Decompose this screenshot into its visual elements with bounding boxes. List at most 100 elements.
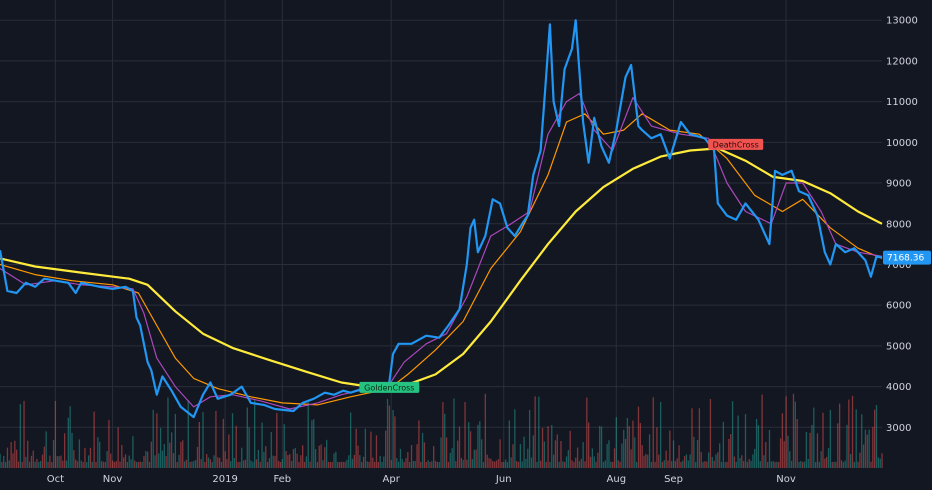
- volume-bar: [242, 460, 245, 468]
- volume-bar: [246, 407, 248, 468]
- volume-bar: [67, 417, 69, 468]
- volume-bar: [532, 435, 534, 468]
- volume-bar: [766, 462, 769, 468]
- volume-bar: [615, 417, 617, 468]
- volume-bar: [281, 459, 284, 468]
- volume-bar: [506, 461, 509, 468]
- volume-bar: [276, 412, 278, 468]
- volume-bar: [774, 461, 776, 468]
- volume-bar: [785, 396, 787, 468]
- volume-bar: [872, 426, 874, 468]
- y-tick-label: 4000: [886, 382, 911, 393]
- volume-bar: [54, 400, 57, 468]
- volume-bar: [43, 446, 45, 468]
- volume-bar: [237, 461, 239, 468]
- volume-bar: [300, 455, 302, 468]
- volume-bar: [217, 457, 219, 468]
- volume-bar: [678, 445, 680, 468]
- volume-bar: [204, 461, 206, 468]
- volume-bar: [385, 430, 387, 468]
- volume-bar: [401, 459, 403, 468]
- volume-bar: [200, 459, 202, 468]
- volume-bar: [0, 453, 1, 468]
- volume-bar: [460, 457, 462, 468]
- volume-bar: [132, 436, 134, 468]
- volume-bar: [436, 461, 439, 468]
- volume-bar: [475, 449, 477, 468]
- volume-bar: [397, 461, 400, 468]
- volume-bar: [826, 456, 828, 468]
- time-axis[interactable]: Oct Nov 2019 Feb Apr Jun Aug Sep Nov: [47, 474, 796, 485]
- volume-bar: [484, 393, 486, 468]
- volume-bar: [803, 461, 806, 468]
- volume-bar: [241, 447, 243, 468]
- volume-bar: [305, 456, 308, 468]
- volume-bar: [451, 448, 453, 468]
- volume-bar: [630, 449, 632, 468]
- last-price-tag: 7168.36: [883, 250, 931, 265]
- volume-bar: [855, 409, 857, 468]
- y-tick-label: 6000: [886, 301, 911, 312]
- volume-bar: [608, 440, 610, 468]
- volume-bar: [619, 461, 621, 468]
- volume-bar: [235, 425, 237, 468]
- volume-bar: [516, 460, 518, 468]
- volume-bar: [405, 458, 407, 468]
- volume-bar: [124, 454, 127, 468]
- volume-bar: [545, 461, 547, 468]
- volume-bar: [458, 426, 461, 468]
- volume-bar: [47, 461, 49, 468]
- volume-bar: [602, 461, 605, 468]
- volume-bar: [407, 452, 409, 468]
- volume-bar: [178, 454, 180, 468]
- volume-bar: [193, 461, 195, 468]
- volume-bar: [827, 448, 830, 468]
- volume-bar: [361, 461, 363, 468]
- volume-bar: [296, 453, 298, 468]
- volume-bar: [220, 461, 223, 468]
- volume-bar: [390, 460, 392, 468]
- volume-bar: [829, 409, 832, 468]
- volume-bar: [73, 450, 75, 468]
- volume-bar: [724, 461, 726, 468]
- price-axis[interactable]: 3000 4000 5000 6000 7000 8000 9000 10000 11000 12…: [886, 16, 918, 434]
- volume-bar: [796, 419, 798, 468]
- volume-bar: [530, 457, 533, 468]
- volume-bar: [182, 440, 184, 468]
- volume-bar: [128, 455, 130, 468]
- volume-bar: [464, 401, 466, 468]
- volume-bar: [853, 461, 856, 468]
- volume-bar: [816, 433, 819, 468]
- volume-bar: [479, 421, 481, 468]
- volume-bar: [844, 460, 846, 468]
- volume-bar: [632, 420, 634, 468]
- volume-bar: [154, 455, 156, 468]
- volume-bar: [802, 461, 804, 468]
- volume-bar: [69, 406, 71, 468]
- volume-bar: [298, 462, 300, 468]
- volume-bar: [471, 459, 474, 468]
- volume-bar: [6, 447, 9, 468]
- volume-bar: [252, 461, 254, 468]
- volume-bar: [482, 461, 485, 468]
- volume-bar: [591, 448, 594, 468]
- volume-bar: [672, 440, 675, 468]
- volume-bar: [634, 437, 636, 468]
- volume-bar: [874, 409, 876, 468]
- volume-bar: [100, 461, 103, 468]
- volume-bar: [174, 413, 176, 468]
- volume-bar: [444, 413, 446, 468]
- volume-bar: [362, 456, 365, 468]
- volume-bar: [381, 461, 383, 468]
- volume-bar: [167, 397, 169, 468]
- volume-bar: [778, 461, 780, 468]
- volume-bar: [250, 460, 252, 468]
- volume-bar: [279, 461, 282, 468]
- volume-bar: [641, 445, 643, 468]
- volume-bar: [108, 420, 110, 468]
- volume-bar: [776, 461, 778, 468]
- volume-bar: [663, 460, 665, 468]
- volume-bar: [870, 461, 872, 468]
